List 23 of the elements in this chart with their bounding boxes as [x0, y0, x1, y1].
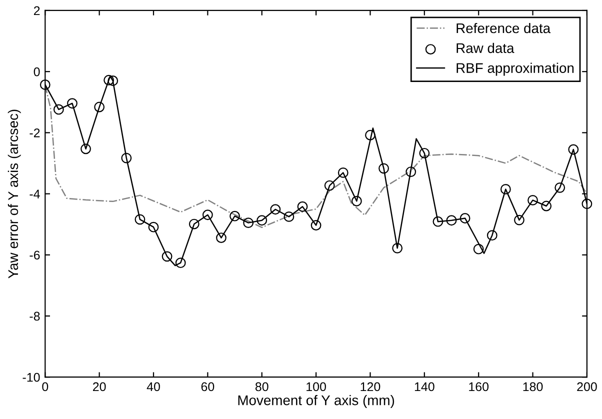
x-axis-title: Movement of Y axis (mm) — [238, 395, 394, 408]
legend-label: RBF approximation — [456, 62, 574, 76]
x-tick-label: 60 — [201, 382, 214, 392]
legend-label: Raw data — [456, 42, 514, 54]
x-tick-label: 0 — [42, 382, 48, 392]
y-tick-label: 0 — [34, 67, 40, 76]
x-tick-label: 200 — [577, 382, 597, 392]
x-tick-label: 120 — [360, 382, 380, 392]
y-tick-label: -6 — [30, 250, 40, 260]
x-tick-label: 160 — [469, 382, 489, 392]
x-tick-label: 100 — [306, 382, 326, 392]
x-tick-label: 40 — [146, 382, 160, 392]
y-tick-label: -2 — [30, 128, 40, 138]
x-tick-label: 140 — [414, 382, 434, 392]
y-axis-title: Yaw error of Y axis (arcsec) — [8, 110, 21, 278]
legend-label: Reference data — [456, 22, 551, 34]
x-tick-label: 20 — [93, 382, 106, 392]
y-tick-label: 2 — [34, 6, 40, 16]
x-tick-label: 180 — [523, 382, 543, 392]
y-tick-label: -10 — [22, 372, 40, 382]
x-tick-label: 80 — [255, 382, 268, 392]
y-tick-label: -8 — [30, 312, 40, 321]
y-tick-label: -4 — [30, 190, 40, 198]
